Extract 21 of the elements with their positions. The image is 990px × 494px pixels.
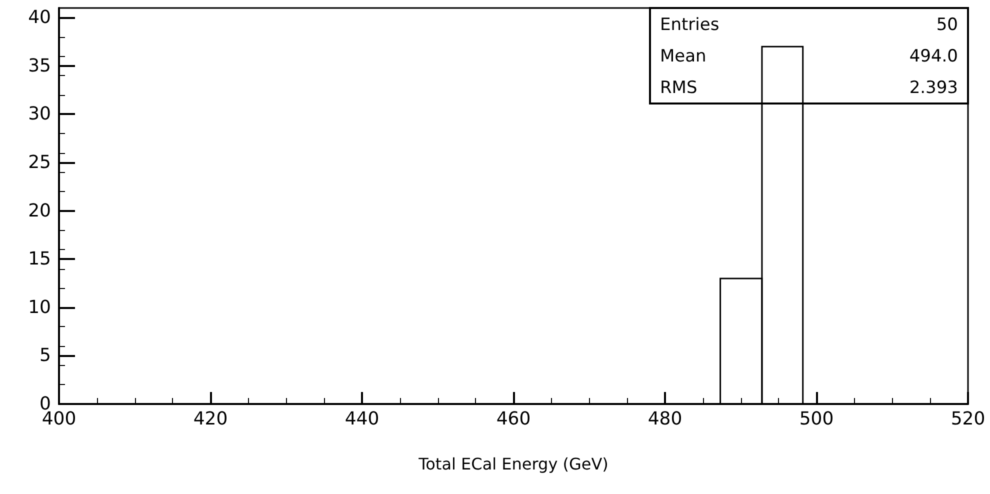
y-tick-label: 40 — [28, 7, 51, 28]
x-tick-label: 480 — [648, 408, 682, 430]
x-tick-label: 500 — [799, 408, 834, 430]
y-tick-label: 35 — [28, 55, 51, 76]
annotation: 2.393 — [909, 78, 958, 98]
y-tick-label: 5 — [40, 345, 51, 366]
x-tick-label: 460 — [496, 408, 531, 430]
x-tick-label: 520 — [950, 408, 986, 430]
y-tick-label: 10 — [28, 296, 51, 318]
annotation: 50 — [936, 14, 958, 35]
x-tick-label: 440 — [344, 408, 380, 430]
x-tick-label: 420 — [193, 408, 228, 430]
x-axis-title: Total ECal Energy (GeV) — [418, 454, 608, 474]
annotation: RMS — [660, 78, 698, 98]
annotation: 494.0 — [909, 46, 958, 66]
annotation: Entries — [660, 14, 720, 35]
y-tick-label: 20 — [28, 200, 51, 222]
y-tick-label: 25 — [28, 152, 51, 174]
y-tick-label: 30 — [28, 104, 51, 125]
annotation: Mean — [660, 46, 706, 66]
y-tick-label: 15 — [28, 248, 51, 270]
